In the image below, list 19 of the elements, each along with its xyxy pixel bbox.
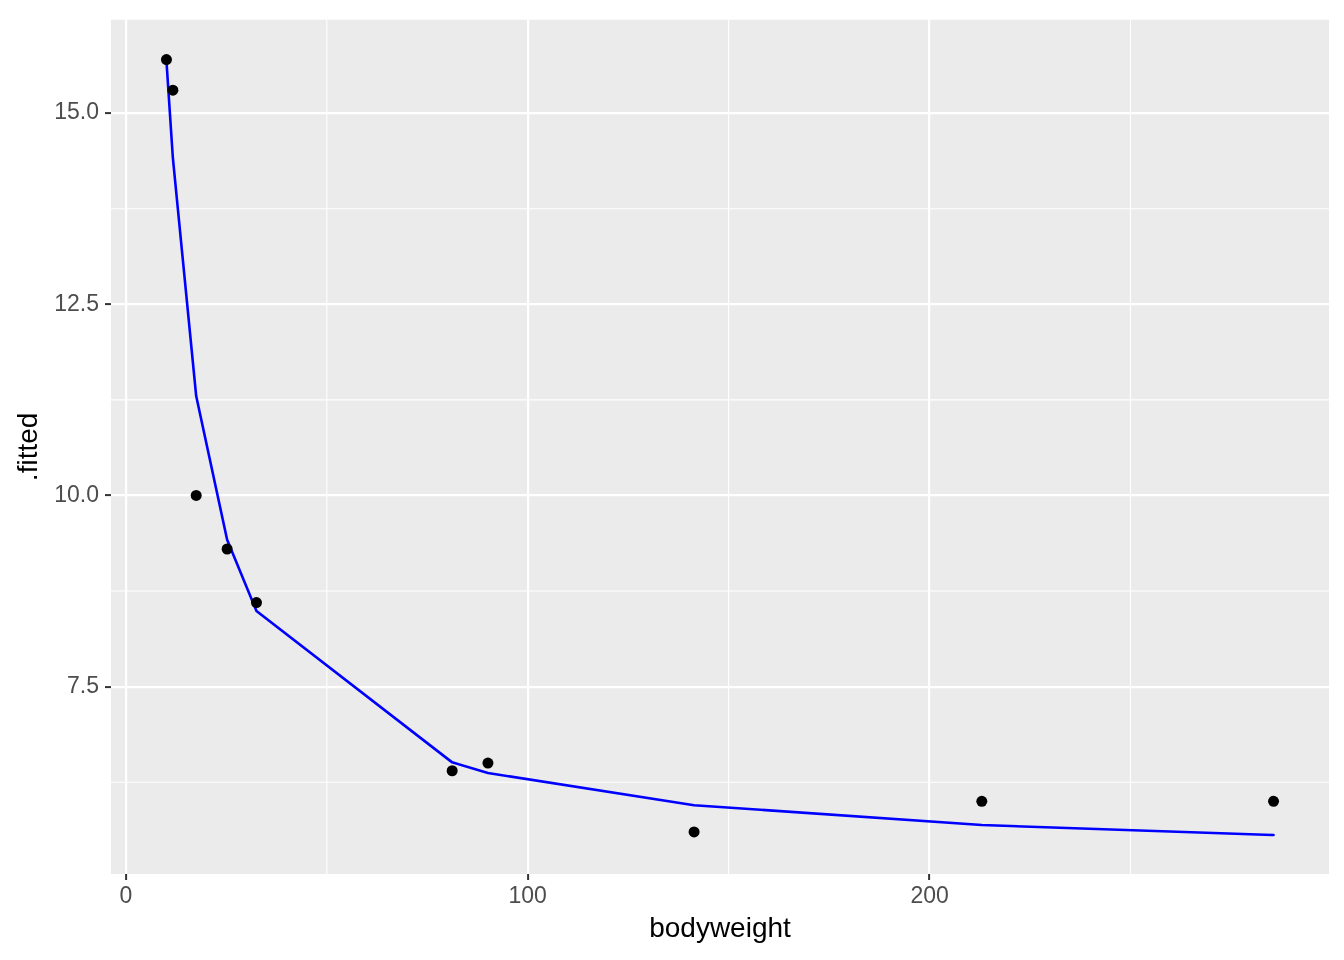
x-axis-title: bodyweight	[649, 911, 792, 943]
point	[167, 84, 179, 96]
y-tick-label: 7.5	[67, 671, 99, 698]
point	[221, 543, 233, 555]
point	[160, 54, 172, 66]
y-tick-label: 10.0	[54, 480, 99, 507]
x-tick-label: 0	[119, 882, 133, 909]
y-tick-label: 15.0	[54, 98, 99, 125]
y-tick-label: 12.5	[54, 289, 99, 316]
point	[976, 795, 988, 807]
point	[1268, 795, 1280, 807]
point	[688, 826, 700, 838]
y-axis-title: .fitted	[11, 412, 43, 482]
x-tick-label: 200	[910, 882, 949, 909]
point	[250, 597, 262, 609]
point	[190, 489, 202, 501]
x-tick-label: 100	[508, 882, 547, 909]
point	[482, 757, 494, 769]
point	[446, 765, 458, 777]
